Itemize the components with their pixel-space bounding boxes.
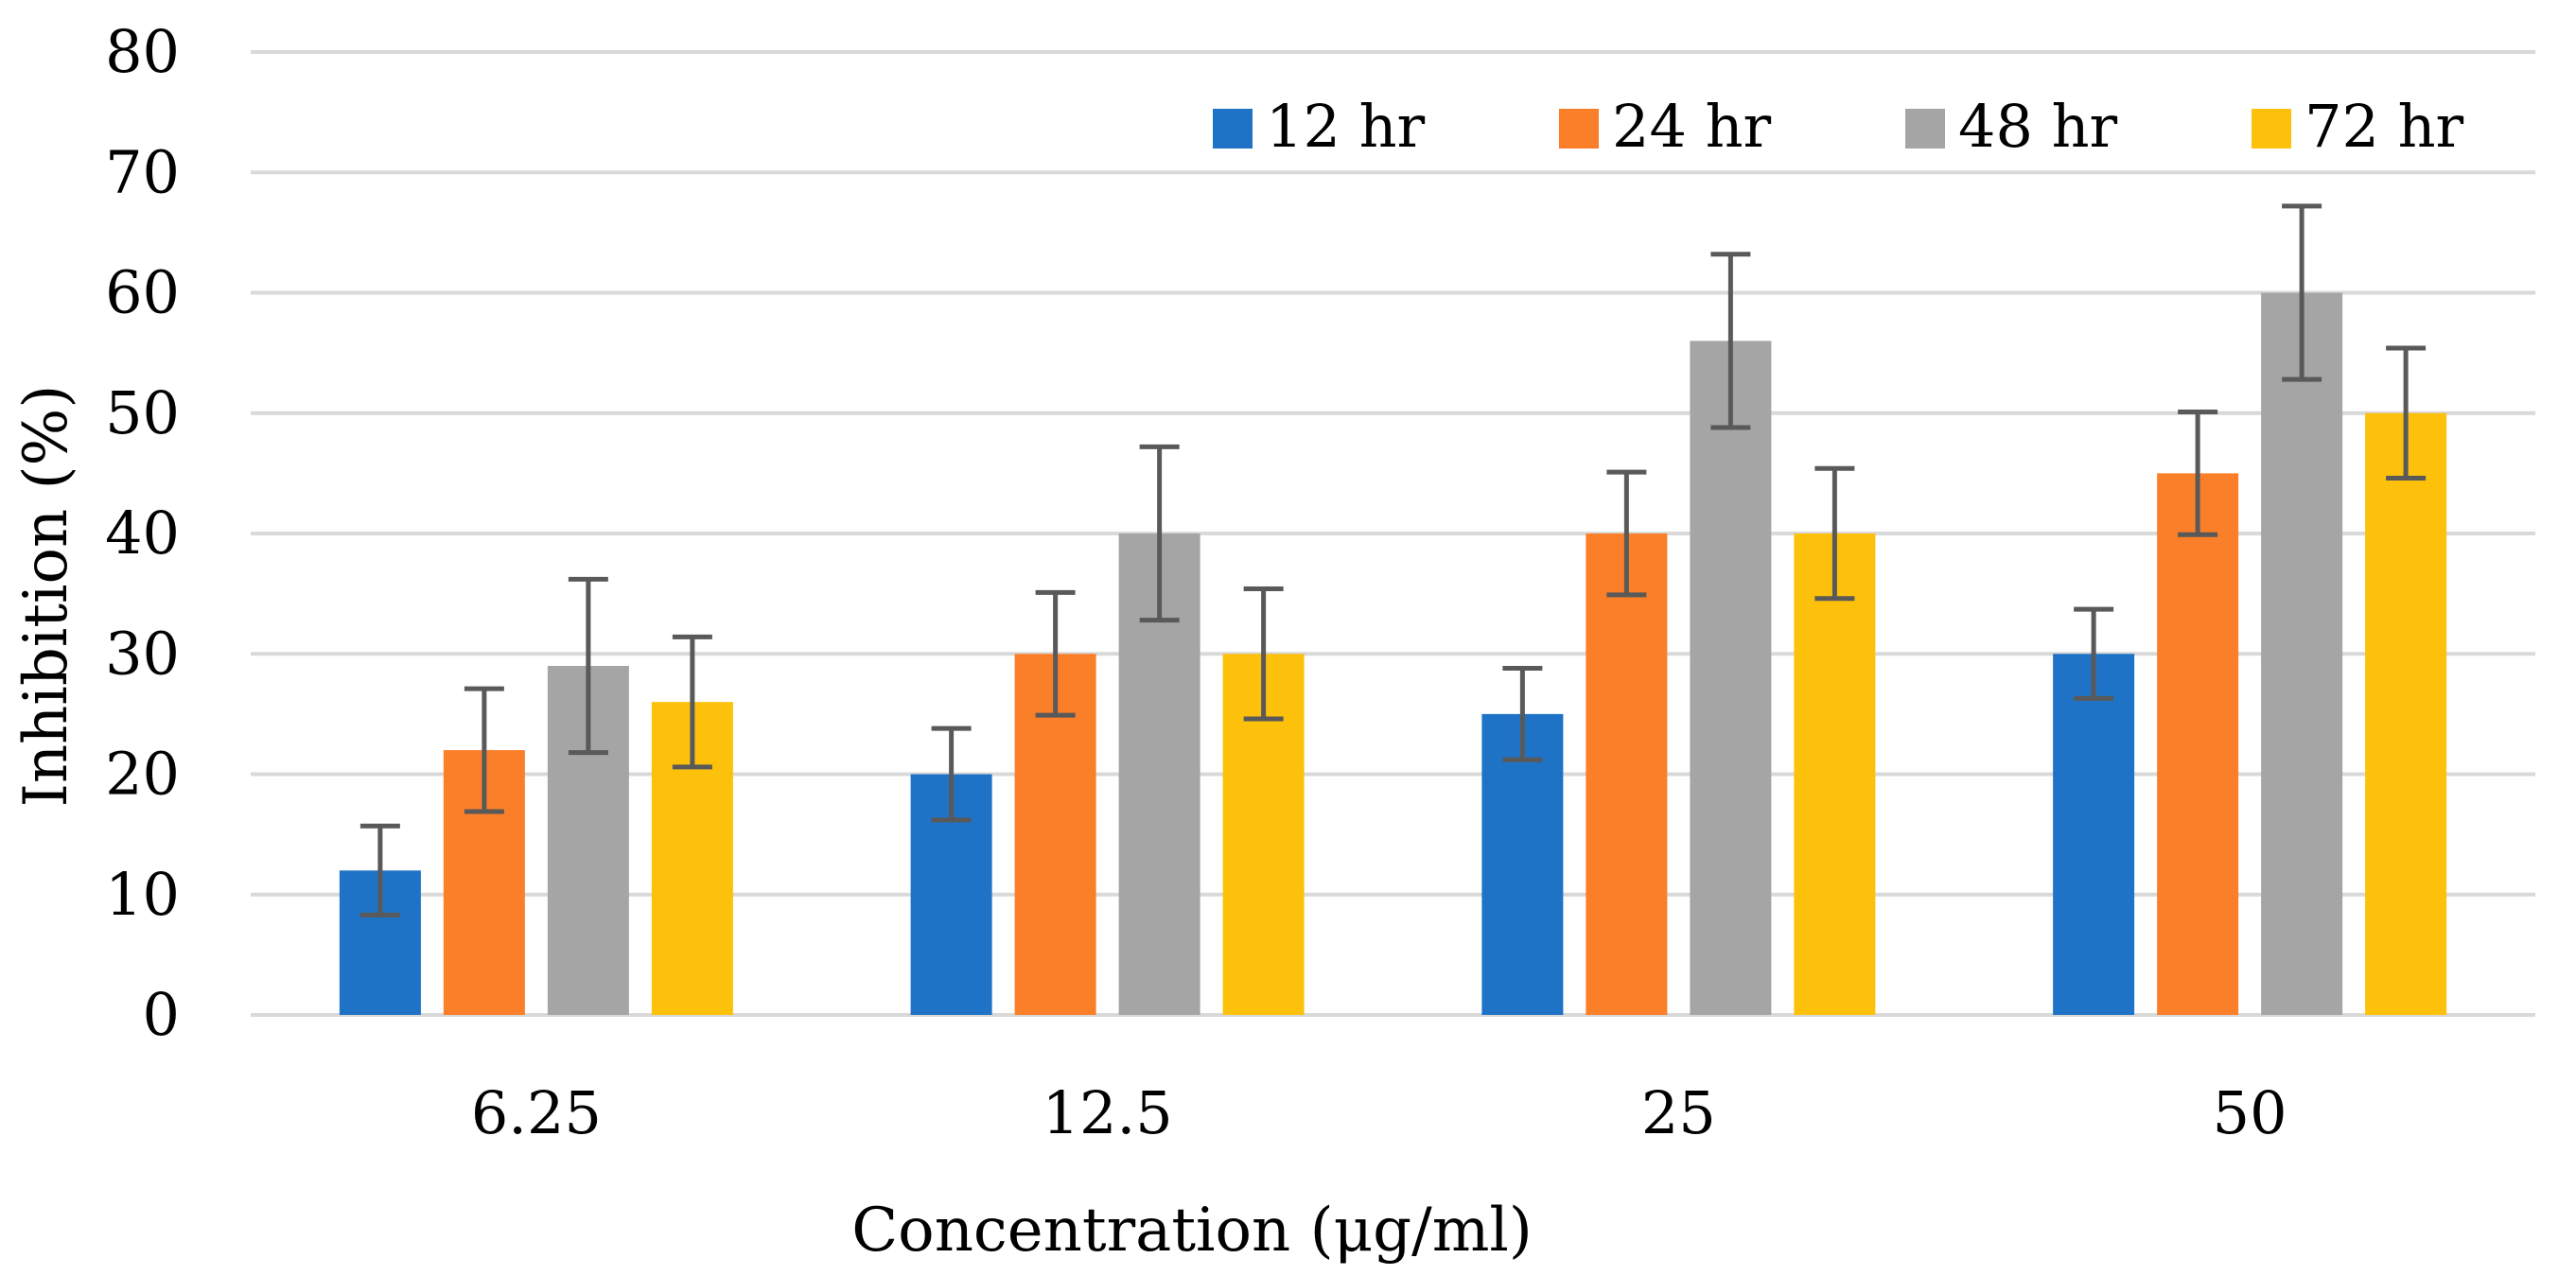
error-bar <box>931 725 972 823</box>
y-axis-title: Inhibition (%) <box>11 385 81 808</box>
x-tick-label: 6.25 <box>471 1078 602 1147</box>
y-tick-label: 20 <box>105 740 180 809</box>
legend-swatch <box>2252 109 2291 149</box>
error-bar <box>2178 409 2218 537</box>
legend-label: 24 hr <box>1612 92 1772 161</box>
error-bar <box>359 823 400 918</box>
x-tick-label: 12.5 <box>1043 1078 1173 1147</box>
legend-item: 48 hr <box>1905 92 2118 161</box>
error-bar <box>1139 444 1180 623</box>
error-bar <box>464 686 504 814</box>
legend-item: 24 hr <box>1559 92 1772 161</box>
x-axis-title: Concentration (μg/ml) <box>851 1196 1533 1266</box>
error-bar <box>2282 203 2322 382</box>
bar <box>2365 412 2447 1015</box>
x-tick-label: 50 <box>2213 1078 2287 1147</box>
y-tick-label: 0 <box>143 980 180 1049</box>
bar <box>1690 341 1772 1015</box>
x-axis-ticks: 6.25 12.5 25 50 <box>471 1078 2287 1147</box>
error-bar <box>568 576 608 756</box>
y-tick-label: 80 <box>105 17 180 86</box>
error-bar <box>1814 465 1855 602</box>
legend-item: 72 hr <box>2252 92 2464 161</box>
bar <box>2157 473 2239 1015</box>
bars <box>339 292 2447 1015</box>
error-bars <box>359 203 2427 918</box>
y-tick-label: 40 <box>105 498 180 568</box>
y-tick-label: 30 <box>105 619 180 688</box>
y-tick-label: 50 <box>105 378 180 447</box>
bar <box>1481 713 1564 1015</box>
legend-label: 48 hr <box>1958 92 2118 161</box>
error-bar <box>672 634 712 770</box>
error-bar <box>1035 589 1076 718</box>
error-bar <box>2386 345 2427 481</box>
bar <box>1794 533 1876 1015</box>
y-axis-ticks: 0 10 20 30 40 50 60 70 80 <box>105 17 180 1049</box>
error-bar <box>1606 469 1647 598</box>
legend-swatch <box>1559 109 1599 149</box>
bar <box>1586 533 1668 1015</box>
legend-label: 12 hr <box>1266 92 1426 161</box>
legend-item: 12 hr <box>1213 92 1426 161</box>
error-bar <box>1502 666 1543 762</box>
y-tick-label: 10 <box>105 860 180 929</box>
legend-label: 72 hr <box>2304 92 2464 161</box>
legend-swatch <box>1213 109 1253 149</box>
error-bar <box>2074 606 2114 701</box>
y-tick-label: 60 <box>105 258 180 327</box>
error-bar <box>1243 586 1284 722</box>
bar <box>2053 654 2135 1015</box>
legend: 12 hr 24 hr 48 hr 72 hr <box>1213 92 2464 161</box>
bar <box>2261 292 2343 1015</box>
x-tick-label: 25 <box>1641 1078 1716 1147</box>
legend-swatch <box>1905 109 1945 149</box>
error-bar <box>1710 252 1751 430</box>
y-tick-label: 70 <box>105 137 180 206</box>
gridlines <box>251 50 2535 1017</box>
